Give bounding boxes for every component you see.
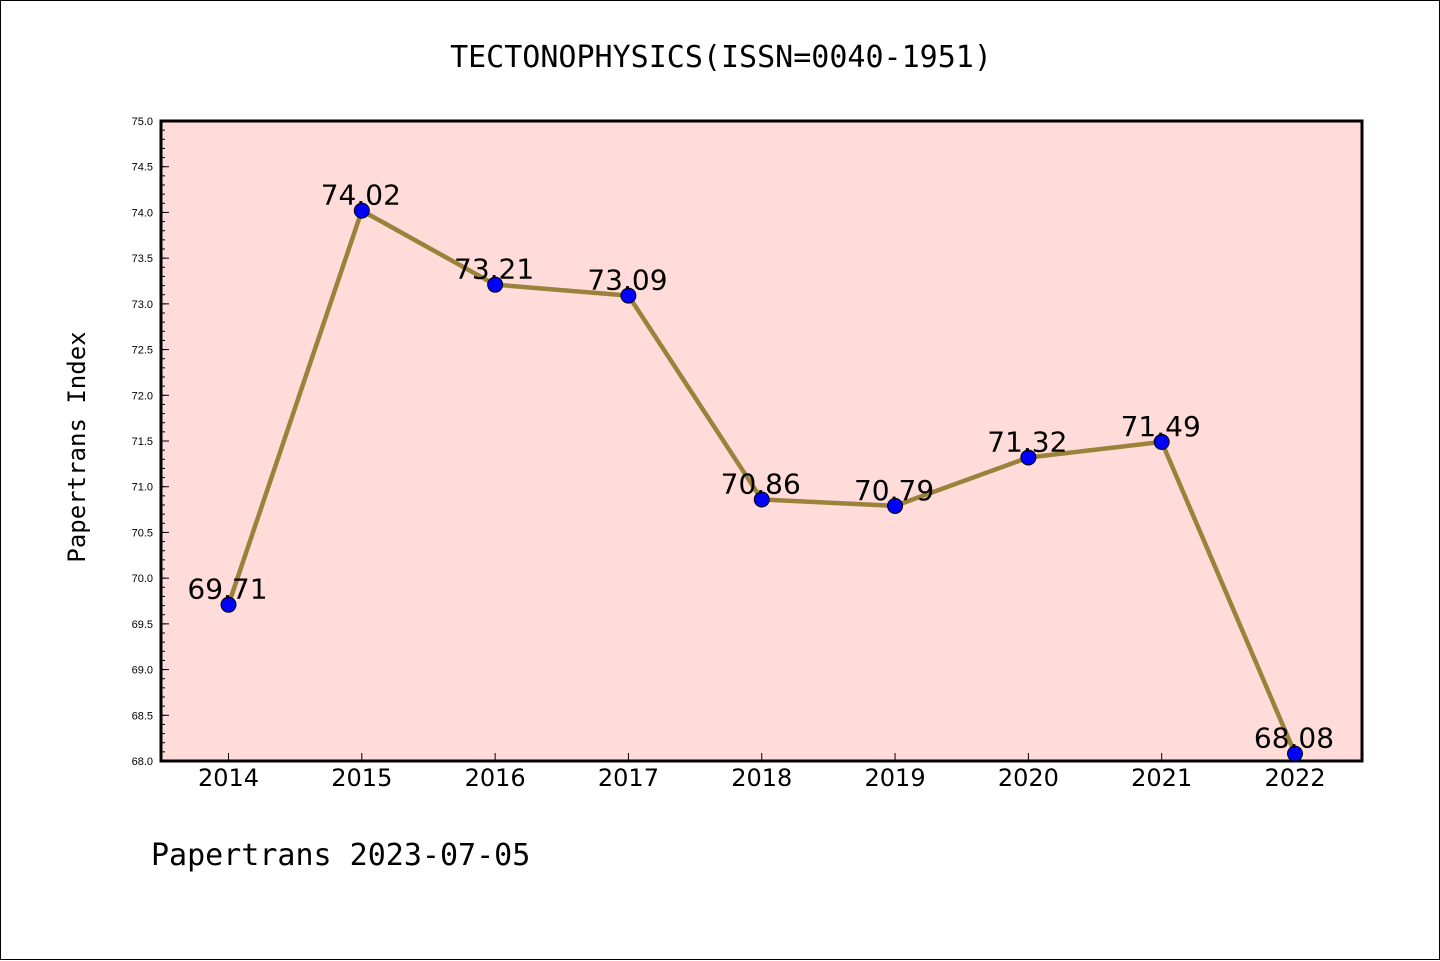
y-tick-label: 71.5 — [132, 436, 153, 448]
data-point-label: 74.02 — [321, 179, 401, 212]
y-tick-label: 69.5 — [132, 619, 153, 631]
data-point-label: 70.86 — [721, 468, 801, 501]
y-tick-label: 68.5 — [132, 710, 153, 722]
x-tick-label: 2021 — [1131, 764, 1192, 792]
y-tick-label: 71.0 — [132, 482, 153, 494]
y-tick-label: 68.0 — [132, 756, 153, 768]
data-point-marker — [220, 596, 237, 613]
y-tick-label: 70.0 — [132, 573, 153, 585]
y-tick-label: 72.5 — [132, 345, 153, 357]
data-point-marker — [1153, 433, 1170, 450]
y-tick-label: 74.5 — [132, 162, 153, 174]
data-point-label: 68.08 — [1254, 722, 1334, 755]
x-tick-label: 2022 — [1264, 764, 1325, 792]
x-tick-label: 2020 — [998, 764, 1059, 792]
x-tick-label: 2015 — [331, 764, 392, 792]
data-point-marker — [753, 491, 770, 508]
x-tick-label: 2019 — [865, 764, 926, 792]
footer-text: Papertrans 2023-07-05 — [151, 838, 530, 873]
x-tick-label: 2018 — [731, 764, 792, 792]
data-point-label: 70.79 — [854, 474, 934, 507]
chart-title: TECTONOPHYSICS(ISSN=0040-1951) — [450, 40, 992, 75]
data-point-label: 71.32 — [987, 425, 1067, 458]
y-axis-ticks: 68.0 68.5 69.0 69.5 70.0 70.5 71.0 71.5 72.0 72.5… — [132, 116, 169, 768]
y-tick-label: 72.0 — [132, 390, 153, 402]
series-layer — [220, 202, 1303, 762]
y-tick-label: 70.5 — [132, 527, 153, 539]
data-point-label: 73.21 — [454, 253, 534, 286]
x-tick-label: 2017 — [598, 764, 659, 792]
data-point-marker — [1287, 745, 1303, 762]
data-labels: 69.71 74.02 73.21 73.09 70.86 70.79 71.32 71.49… — [187, 179, 1334, 755]
data-point-marker — [620, 287, 637, 304]
y-tick-label: 73.0 — [132, 299, 153, 311]
y-tick-label: 73.5 — [132, 253, 153, 265]
y-axis-label: Papertrans Index — [63, 331, 91, 562]
data-point-label: 73.09 — [587, 264, 667, 297]
data-point-marker — [887, 497, 904, 514]
y-tick-label: 74.0 — [132, 207, 153, 219]
x-axis-ticks: 2014 2015 2016 2017 2018 2019 2020 2021 2022 — [198, 753, 1326, 792]
y-tick-label: 69.0 — [132, 665, 153, 677]
x-tick-label: 2014 — [198, 764, 259, 792]
data-point-label: 69.71 — [187, 573, 267, 606]
x-tick-label: 2016 — [465, 764, 526, 792]
data-point-marker — [487, 276, 504, 293]
data-point-label: 71.49 — [1121, 410, 1201, 443]
data-point-marker — [1020, 449, 1037, 466]
data-point-marker — [353, 202, 370, 219]
y-tick-label: 75.0 — [132, 116, 153, 128]
